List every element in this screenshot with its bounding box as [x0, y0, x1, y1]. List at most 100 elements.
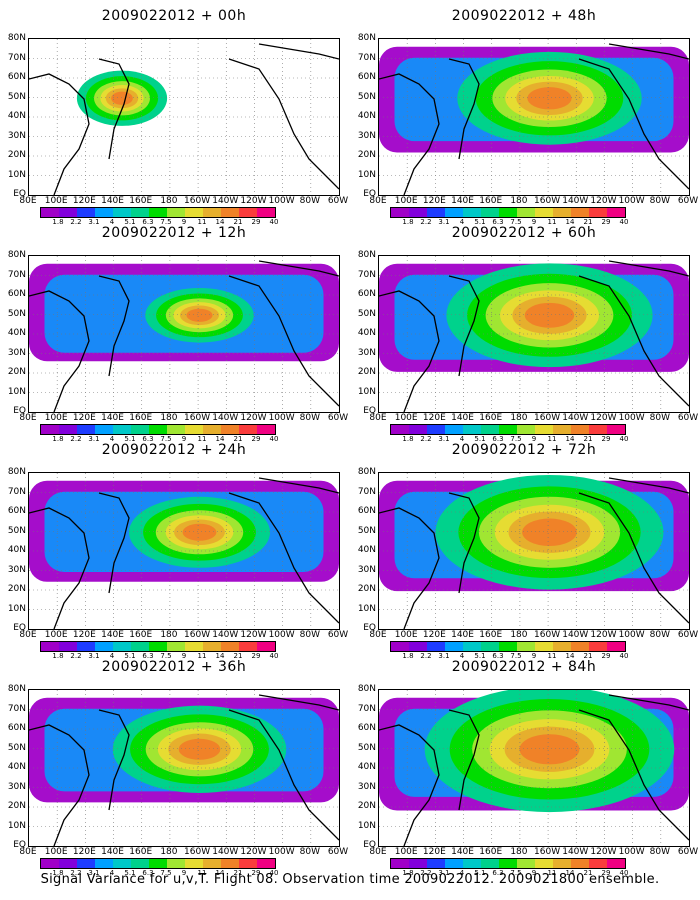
panel-title: 2009022012 + 72h — [451, 442, 597, 458]
latitude-label: 30N — [7, 347, 26, 358]
latitude-label: 50N — [7, 742, 26, 753]
longitude-label: 80W — [649, 847, 670, 857]
latitude-label: EQ — [363, 406, 376, 416]
longitude-label: 120E — [422, 847, 446, 857]
panel-title: 2009022012 + 24h — [101, 442, 247, 458]
color-scale-tick: 7.5 — [510, 435, 522, 443]
longitude-label: 140W — [212, 847, 239, 857]
longitude-label: 180 — [510, 413, 528, 423]
color-swatch — [221, 859, 239, 868]
latitude-label: 20N — [357, 150, 376, 160]
latitude-label: 70N — [7, 269, 26, 280]
longitude-label: 120E — [72, 630, 96, 640]
latitude-label: 50N — [357, 525, 376, 536]
color-scale-tick: 29 — [251, 218, 261, 226]
color-scale-tick: 40 — [619, 435, 629, 443]
longitude-label: 160E — [129, 413, 153, 423]
color-scale-tick: 1.8 — [52, 869, 64, 877]
color-scale-bar — [40, 424, 276, 435]
latitude-label: 60N — [7, 289, 26, 299]
longitude-label: 160E — [479, 847, 503, 857]
color-scale-tick: 2.2 — [70, 869, 82, 877]
color-swatch — [185, 425, 203, 434]
latitude-label: 80N — [7, 250, 26, 260]
color-swatch — [535, 642, 553, 651]
longitude-label: 80E — [369, 847, 387, 857]
color-scale-tick: 6.3 — [492, 869, 504, 877]
longitude-label: 120E — [72, 847, 96, 857]
color-swatch — [113, 425, 131, 434]
color-scale-tick: 40 — [619, 869, 629, 877]
color-swatch — [221, 208, 239, 217]
color-scale-tick: 2.2 — [70, 435, 82, 443]
color-scale-bar — [40, 207, 276, 218]
latitude-label: 70N — [357, 269, 376, 280]
latitude-label: 80N — [357, 684, 376, 694]
color-swatch — [149, 859, 167, 868]
latitude-label: 10N — [357, 820, 376, 831]
color-swatch — [571, 859, 589, 868]
color-swatch — [517, 425, 535, 434]
latitude-label: 20N — [357, 584, 376, 594]
color-swatch — [463, 425, 481, 434]
color-swatch — [167, 642, 185, 651]
color-swatch — [185, 859, 203, 868]
latitude-label: 10N — [357, 603, 376, 614]
color-swatch — [553, 642, 571, 651]
latitude-label: 10N — [7, 820, 26, 831]
color-swatch — [589, 859, 607, 868]
longitude-label: 120E — [72, 196, 96, 206]
color-scale-tick: 9 — [181, 869, 187, 877]
map-panel: 2009022012 + 24h 80N 70N 60N 50N 40N 30N 20N 10N… — [6, 442, 348, 660]
color-scale-tick: 6.3 — [492, 218, 504, 226]
color-scale-tick: 21 — [583, 435, 593, 443]
longitude-label: 160E — [129, 196, 153, 206]
color-scale-tick: 4 — [109, 869, 115, 877]
panel-title: 2009022012 + 48h — [451, 8, 597, 24]
color-scale-bar — [390, 424, 626, 435]
latitude-label: 40N — [7, 762, 26, 772]
latitude-label: EQ — [363, 840, 376, 850]
latitude-label: 20N — [7, 584, 26, 594]
color-scale-bar — [390, 207, 626, 218]
color-swatch — [409, 859, 427, 868]
color-scale-tick: 40 — [619, 218, 629, 226]
longitude-label: 180 — [510, 630, 528, 640]
color-scale-tick: 7.5 — [510, 218, 522, 226]
color-swatch — [257, 642, 275, 651]
color-swatch — [149, 208, 167, 217]
color-swatch — [59, 859, 77, 868]
color-scale-tick: 9 — [181, 652, 187, 660]
color-scale-tick: 3.1 — [88, 869, 100, 877]
color-swatch — [113, 859, 131, 868]
longitude-label: 100W — [618, 413, 645, 423]
longitude-label: 80W — [299, 847, 320, 857]
latitude-label: 50N — [7, 91, 26, 102]
longitude-label: 60W — [327, 630, 349, 640]
color-scale-tick: 6.3 — [142, 652, 154, 660]
latitude-label: 30N — [357, 130, 376, 141]
color-scale-tick: 2.2 — [70, 652, 82, 660]
color-swatch — [185, 208, 203, 217]
longitude-label: 140E — [451, 630, 474, 640]
color-scale-bar — [390, 858, 626, 869]
color-scale-tick: 11 — [547, 435, 557, 443]
color-swatch — [203, 208, 221, 217]
color-swatch — [113, 642, 131, 651]
color-swatch — [41, 642, 59, 651]
color-swatch — [203, 642, 221, 651]
longitude-label: 140W — [562, 630, 589, 640]
latitude-label: 30N — [357, 781, 376, 792]
longitude-label: 80E — [369, 196, 387, 206]
color-scale-tick: 7.5 — [160, 869, 172, 877]
longitude-label: 80W — [649, 630, 670, 640]
longitude-label: 180 — [510, 847, 528, 857]
map-panel: 2009022012 + 84h 80N 70N 60N 50N 40N 30N 20N 10N… — [356, 659, 698, 877]
longitude-label: 80E — [19, 196, 37, 206]
color-scale-tick: 21 — [583, 218, 593, 226]
latitude-label: 20N — [7, 801, 26, 811]
longitude-label: 160W — [184, 196, 211, 206]
color-swatch — [427, 642, 445, 651]
longitude-label: 120W — [590, 847, 617, 857]
color-scale-tick: 9 — [531, 869, 537, 877]
